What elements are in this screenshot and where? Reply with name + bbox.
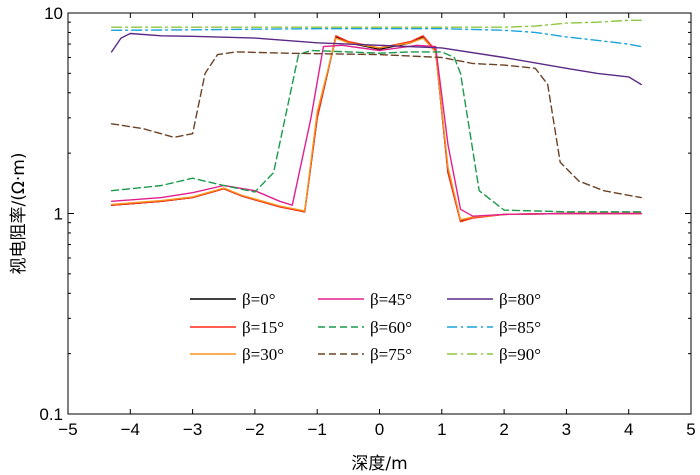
y-axis-title: 视电阻率/(Ω·m) xyxy=(9,153,29,275)
legend-label: β=75° xyxy=(370,345,412,364)
legend-label: β=90° xyxy=(499,345,541,364)
legend-item-8: β=90° xyxy=(447,345,541,364)
legend-label: β=15° xyxy=(242,318,284,337)
series-line-6 xyxy=(110,32,642,86)
x-tick-label: 5 xyxy=(686,420,695,439)
legend-item-7: β=85° xyxy=(447,318,541,337)
series-layer xyxy=(110,19,642,223)
legend-label: β=0° xyxy=(242,290,276,309)
x-tick-label: 1 xyxy=(437,420,446,439)
x-tick-label: 2 xyxy=(499,420,508,439)
legend-item-2: β=30° xyxy=(190,345,284,364)
y-tick-label: 10 xyxy=(44,4,63,23)
x-tick-label: 0 xyxy=(375,420,384,439)
x-tick-label: −4 xyxy=(121,420,140,439)
legend-label: β=45° xyxy=(370,290,412,309)
series-line-5 xyxy=(110,51,642,199)
y-tick-label: 1 xyxy=(54,205,63,224)
legend-item-6: β=80° xyxy=(447,290,541,309)
series-line-8 xyxy=(110,19,642,28)
legend: β=0° β=15° β=30° β=45° β=60° β=75° β=80° β=85° β… xyxy=(190,290,541,364)
legend-label: β=80° xyxy=(499,290,541,309)
legend-item-1: β=15° xyxy=(190,318,284,337)
series-line-4 xyxy=(110,49,642,213)
x-tick-label: −1 xyxy=(308,420,327,439)
legend-item-5: β=75° xyxy=(318,345,412,364)
legend-label: β=85° xyxy=(499,318,541,337)
x-tick-label: 3 xyxy=(562,420,571,439)
legend-item-4: β=60° xyxy=(318,318,412,337)
legend-item-0: β=0° xyxy=(190,290,276,309)
legend-item-3: β=45° xyxy=(318,290,412,309)
y-tick-label: 0.1 xyxy=(39,405,63,424)
x-tick-label: −5 xyxy=(58,420,77,439)
legend-label: β=30° xyxy=(242,345,284,364)
ticks-layer: −5 −4 −3 −2 −1 0 1 2 3 4 5 0.1 1 10 xyxy=(39,4,695,439)
x-axis-title: 深度/m xyxy=(351,454,407,474)
legend-label: β=60° xyxy=(370,318,412,337)
x-tick-label: −2 xyxy=(245,420,264,439)
series-line-7 xyxy=(110,28,642,48)
x-tick-label: 4 xyxy=(624,420,633,439)
x-tick-label: −3 xyxy=(183,420,202,439)
